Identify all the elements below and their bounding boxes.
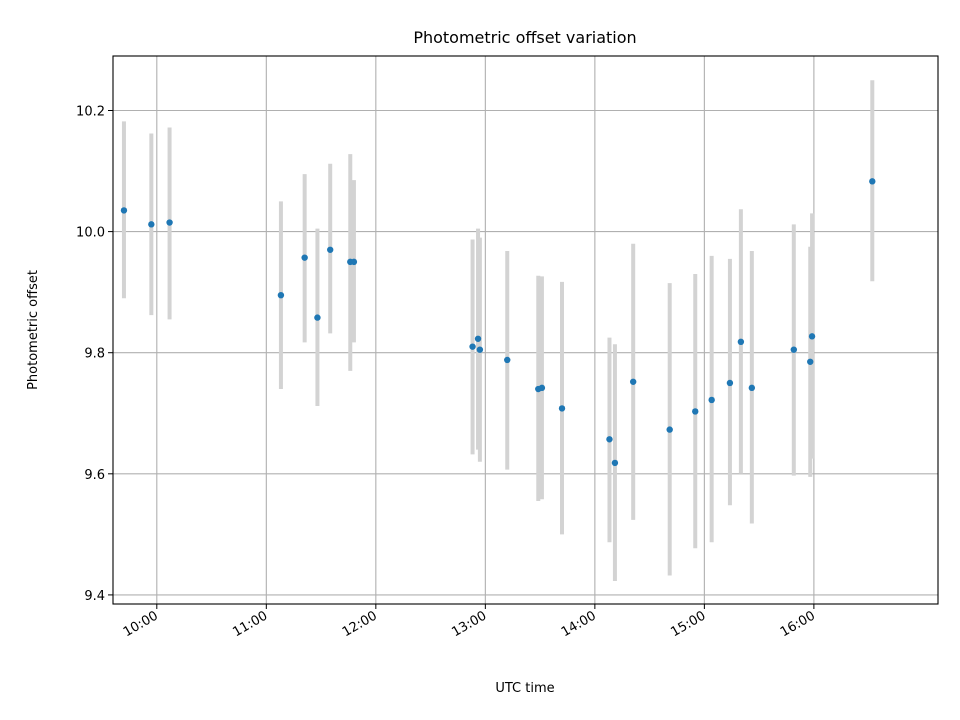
data-point bbox=[708, 396, 715, 404]
y-tick-label: 10.2 bbox=[76, 104, 105, 119]
data-point bbox=[692, 408, 699, 415]
y-tick-label: 9.6 bbox=[84, 468, 105, 483]
y-tick-label: 10.0 bbox=[76, 226, 105, 241]
y-tick-label: 9.8 bbox=[84, 347, 105, 362]
data-point bbox=[748, 384, 756, 392]
data-point bbox=[148, 221, 155, 228]
data-point bbox=[869, 178, 876, 185]
chart-title: Photometric offset variation bbox=[413, 28, 636, 47]
x-axis-label: UTC time bbox=[495, 681, 554, 696]
data-point bbox=[469, 343, 476, 350]
data-point bbox=[327, 246, 334, 253]
data-point bbox=[120, 207, 128, 214]
data-point bbox=[538, 384, 546, 392]
plot-frame bbox=[112, 55, 939, 605]
data-point bbox=[504, 356, 511, 364]
y-tick-label: 9.4 bbox=[84, 589, 105, 604]
data-point bbox=[314, 314, 321, 321]
data-point bbox=[476, 346, 484, 353]
data-point bbox=[629, 378, 637, 385]
grid bbox=[113, 56, 938, 604]
data-point bbox=[474, 335, 482, 342]
data-point bbox=[808, 333, 816, 340]
data-point bbox=[790, 346, 798, 353]
data-point bbox=[350, 258, 358, 266]
data-point bbox=[737, 338, 745, 346]
data-point bbox=[606, 436, 613, 443]
data-points bbox=[120, 178, 876, 467]
data-point bbox=[611, 459, 619, 467]
data-point bbox=[277, 291, 285, 299]
y-axis-label: Photometric offset bbox=[26, 270, 41, 390]
data-point bbox=[558, 405, 566, 412]
data-point bbox=[807, 358, 814, 365]
data-point bbox=[166, 219, 173, 226]
data-point bbox=[726, 379, 734, 387]
data-point bbox=[301, 254, 308, 261]
data-point bbox=[666, 426, 673, 433]
